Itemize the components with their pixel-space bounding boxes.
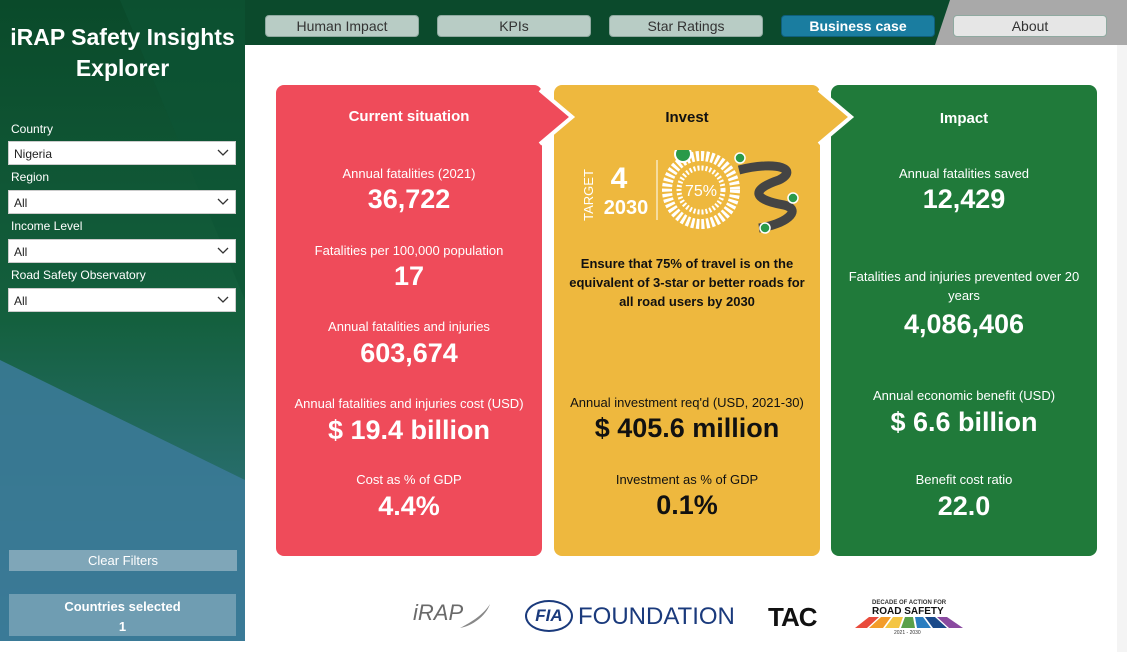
- filter-label: Region: [11, 170, 50, 184]
- sidebar: iRAP Safety Insights Explorer Country Ni…: [0, 0, 245, 641]
- metric-value: $ 405.6 million: [594, 413, 780, 443]
- decade-years-text: 2021 - 2030: [894, 630, 921, 636]
- nav-tab[interactable]: Star Ratings: [609, 15, 763, 37]
- metric-label: Investment as % of GDP: [615, 472, 759, 487]
- card-title: Impact: [939, 110, 989, 127]
- card-title: Current situation: [348, 108, 470, 125]
- target-graphic: TARGET 4 2030 75%: [581, 150, 799, 234]
- selected-label: Countries selected: [64, 599, 181, 614]
- metric-value: 4,086,406: [903, 309, 1025, 339]
- card-arrows: [538, 88, 855, 146]
- decade-main-text: ROAD SAFETY: [872, 606, 944, 617]
- filter-label: Income Level: [11, 219, 83, 233]
- metric-label: Annual fatalities and injuries cost (USD…: [294, 396, 524, 411]
- nav-tab[interactable]: Human Impact: [265, 15, 419, 37]
- invest-card: Invest TARGET 4 2030 75% Ensure that 75%…: [554, 85, 820, 556]
- fia-logo: FIA: [525, 600, 573, 632]
- metric-value: $ 19.4 billion: [327, 415, 491, 445]
- dropdown-chevron: [217, 198, 229, 205]
- target-percent: 75%: [685, 183, 717, 200]
- app-title: iRAP Safety Insights Explorer: [10, 24, 235, 81]
- filter-label: Country: [11, 122, 54, 136]
- current-situation-card: Current situation Annual fatalities (202…: [276, 85, 542, 556]
- filter-dropdown[interactable]: All: [8, 288, 236, 312]
- metric-label: Annual fatalities and injuries: [328, 319, 490, 334]
- metric-value: 36,722: [367, 184, 451, 214]
- filter-value: All: [14, 196, 28, 210]
- metric-value: 22.0: [937, 491, 991, 521]
- metric-value: 17: [393, 261, 425, 291]
- metric-label: Annual economic benefit (USD): [872, 388, 1056, 403]
- metric-label: Annual investment req'd (USD, 2021-30): [570, 395, 804, 410]
- metric-label: Annual fatalities (2021): [342, 166, 476, 181]
- fia-foundation-text: FOUNDATION: [578, 603, 735, 630]
- metric-label: Fatalities per 100,000 population: [314, 243, 504, 258]
- metric-value: 4.4%: [378, 491, 440, 521]
- decade-top-text: DECADE OF ACTION FOR: [872, 600, 947, 606]
- metric-label: Fatalities and injuries prevented over 2…: [848, 269, 1080, 303]
- decade-road-graphic: [855, 617, 963, 628]
- dropdown-chevron: [217, 296, 229, 303]
- filter-dropdown[interactable]: All: [8, 190, 236, 214]
- dropdown-chevron: [217, 149, 229, 156]
- target-number: 4: [611, 162, 628, 195]
- card-title: Invest: [665, 109, 709, 126]
- countries-selected-card: Countries selected 1: [9, 594, 236, 636]
- filter-dropdown[interactable]: Nigeria: [8, 141, 236, 165]
- nav-tab[interactable]: KPIs: [437, 15, 591, 37]
- nav-tab-active[interactable]: Business case: [781, 15, 935, 37]
- metric-label: Benefit cost ratio: [915, 472, 1013, 487]
- nav-tab[interactable]: About: [953, 15, 1107, 37]
- impact-card: Impact Annual fatalities saved 12,429 Fa…: [831, 85, 1097, 556]
- target-statement: Ensure that 75% of travel is on the equi…: [569, 256, 805, 309]
- dropdown-chevron: [217, 247, 229, 254]
- irap-logo: iRAP: [413, 600, 464, 625]
- target-year: 2030: [604, 197, 649, 219]
- metric-label: Cost as % of GDP: [356, 472, 462, 487]
- clear-filters-button[interactable]: Clear Filters: [9, 550, 237, 571]
- target-caption: TARGET: [581, 169, 596, 221]
- metric-value: 603,674: [360, 338, 458, 368]
- filter-value: All: [14, 294, 28, 308]
- selected-value: 1: [118, 619, 127, 634]
- metric-label: Annual fatalities saved: [898, 166, 1030, 181]
- metric-value: 0.1%: [656, 490, 718, 520]
- filter-value: All: [14, 245, 28, 259]
- filter-value: Nigeria: [14, 147, 53, 161]
- metric-value: $ 6.6 billion: [890, 407, 1038, 437]
- filter-dropdown[interactable]: All: [8, 239, 236, 263]
- metric-value: 12,429: [922, 184, 1006, 214]
- filter-label: Road Safety Observatory: [11, 268, 146, 282]
- irap-swoosh: [460, 604, 490, 628]
- tac-logo: TAC: [768, 602, 818, 632]
